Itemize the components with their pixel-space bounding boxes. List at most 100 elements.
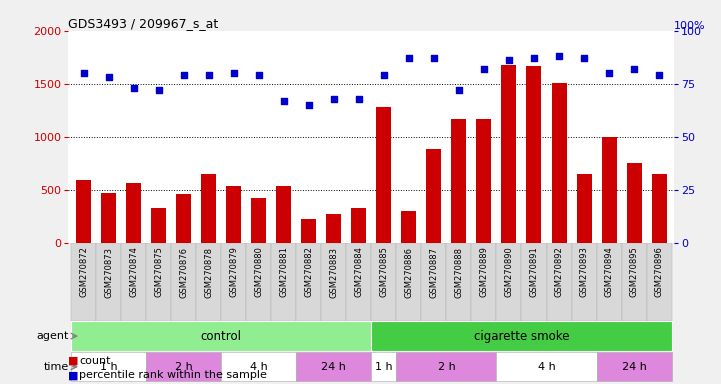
Point: [203, 72, 214, 78]
Bar: [652, 174, 667, 243]
FancyBboxPatch shape: [71, 321, 371, 351]
Text: ■: ■: [68, 356, 82, 366]
Point: [378, 72, 389, 78]
Point: [628, 66, 640, 72]
Bar: [577, 174, 591, 243]
Point: [78, 70, 89, 76]
Text: GSM270893: GSM270893: [580, 247, 588, 298]
Bar: [101, 193, 116, 243]
FancyBboxPatch shape: [296, 243, 322, 321]
Text: GSM270895: GSM270895: [629, 247, 639, 297]
Text: GSM270884: GSM270884: [354, 247, 363, 298]
Text: 24 h: 24 h: [322, 362, 346, 372]
Text: 1 h: 1 h: [99, 362, 118, 372]
Bar: [501, 65, 516, 243]
Bar: [76, 180, 91, 243]
Text: GSM270874: GSM270874: [129, 247, 138, 298]
Point: [228, 70, 239, 76]
Bar: [627, 163, 642, 243]
FancyBboxPatch shape: [221, 352, 296, 381]
FancyBboxPatch shape: [596, 243, 622, 321]
Point: [553, 53, 565, 59]
Text: GSM270872: GSM270872: [79, 247, 88, 298]
Text: ■: ■: [68, 370, 82, 380]
Bar: [251, 198, 266, 243]
Bar: [426, 149, 441, 243]
Bar: [526, 66, 541, 243]
FancyBboxPatch shape: [146, 352, 221, 381]
Point: [578, 55, 590, 61]
Text: 4 h: 4 h: [249, 362, 267, 372]
Bar: [301, 219, 317, 243]
Bar: [327, 214, 341, 243]
Text: GSM270885: GSM270885: [379, 247, 389, 298]
FancyBboxPatch shape: [71, 243, 96, 321]
FancyBboxPatch shape: [622, 243, 647, 321]
Bar: [601, 137, 616, 243]
FancyBboxPatch shape: [146, 243, 171, 321]
Point: [528, 55, 540, 61]
Point: [328, 96, 340, 102]
Text: GSM270890: GSM270890: [505, 247, 513, 297]
Text: control: control: [200, 329, 242, 343]
Point: [428, 55, 440, 61]
Text: GSM270891: GSM270891: [529, 247, 539, 297]
Bar: [402, 211, 416, 243]
Text: percentile rank within the sample: percentile rank within the sample: [79, 370, 267, 380]
Text: 100%: 100%: [674, 21, 706, 31]
FancyBboxPatch shape: [296, 352, 371, 381]
Text: GSM270882: GSM270882: [304, 247, 313, 298]
Text: GSM270875: GSM270875: [154, 247, 163, 298]
FancyBboxPatch shape: [472, 243, 497, 321]
Bar: [477, 119, 492, 243]
Point: [303, 102, 314, 108]
Text: GSM270894: GSM270894: [605, 247, 614, 297]
Point: [153, 87, 164, 93]
Bar: [151, 208, 166, 243]
Text: GSM270896: GSM270896: [655, 247, 663, 298]
FancyBboxPatch shape: [596, 352, 672, 381]
FancyBboxPatch shape: [196, 243, 221, 321]
Point: [353, 96, 365, 102]
FancyBboxPatch shape: [371, 352, 397, 381]
Bar: [126, 183, 141, 243]
FancyBboxPatch shape: [271, 243, 296, 321]
Text: 1 h: 1 h: [375, 362, 393, 372]
FancyBboxPatch shape: [346, 243, 371, 321]
Text: GSM270878: GSM270878: [204, 247, 213, 298]
Text: GSM270880: GSM270880: [255, 247, 263, 298]
FancyBboxPatch shape: [421, 243, 446, 321]
Point: [403, 55, 415, 61]
Bar: [176, 194, 191, 243]
Text: count: count: [79, 356, 111, 366]
Text: 2 h: 2 h: [174, 362, 193, 372]
Text: 2 h: 2 h: [438, 362, 455, 372]
Point: [253, 72, 265, 78]
FancyBboxPatch shape: [71, 352, 146, 381]
Text: agent: agent: [36, 331, 68, 341]
Bar: [276, 187, 291, 243]
FancyBboxPatch shape: [397, 352, 497, 381]
FancyBboxPatch shape: [547, 243, 572, 321]
Text: GSM270879: GSM270879: [229, 247, 238, 298]
FancyBboxPatch shape: [371, 321, 672, 351]
Text: GSM270887: GSM270887: [430, 247, 438, 298]
Text: GSM270873: GSM270873: [104, 247, 113, 298]
Text: 4 h: 4 h: [538, 362, 555, 372]
FancyBboxPatch shape: [497, 352, 596, 381]
Text: GSM270876: GSM270876: [179, 247, 188, 298]
Text: GSM270886: GSM270886: [404, 247, 413, 298]
Point: [178, 72, 190, 78]
Text: time: time: [43, 362, 68, 372]
Text: GSM270888: GSM270888: [454, 247, 464, 298]
FancyBboxPatch shape: [221, 243, 246, 321]
Text: GSM270892: GSM270892: [554, 247, 564, 297]
Text: 24 h: 24 h: [622, 362, 647, 372]
FancyBboxPatch shape: [96, 243, 121, 321]
Bar: [351, 208, 366, 243]
Text: GSM270883: GSM270883: [329, 247, 338, 298]
Bar: [226, 187, 242, 243]
FancyBboxPatch shape: [446, 243, 472, 321]
Point: [503, 57, 515, 63]
Point: [278, 98, 290, 104]
